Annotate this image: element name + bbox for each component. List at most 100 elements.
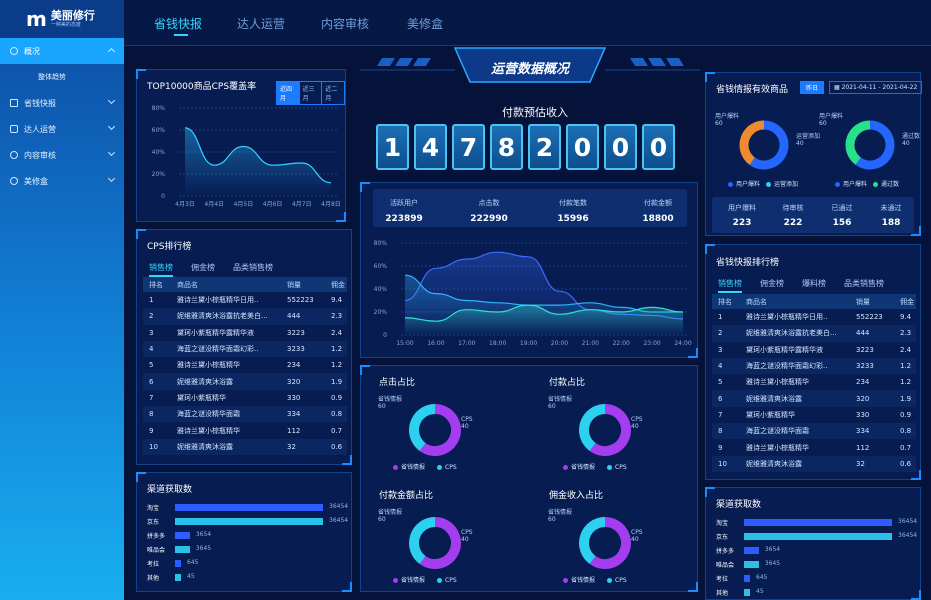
table-cell: 1.2 bbox=[900, 378, 912, 387]
table-cell: 海蓝之谜没精华面霜 bbox=[740, 423, 850, 440]
chevron-down-icon bbox=[107, 174, 116, 183]
table-row[interactable]: 3 黛珂小紫瓶精华露精华液 3223 2.4 bbox=[712, 342, 916, 358]
share-donut bbox=[579, 404, 631, 456]
table-cell: 妮维雅清爽沐浴露 bbox=[740, 390, 850, 407]
tab-sales[interactable]: 销售榜 bbox=[149, 262, 173, 277]
table-cell: 8 bbox=[712, 423, 740, 440]
bar-label: 拼多多 bbox=[716, 548, 735, 555]
stat-active-users: 活跃用户 223899 bbox=[385, 199, 423, 224]
table-cell: 10 bbox=[143, 438, 171, 455]
bar-label: 其他 bbox=[147, 575, 160, 582]
table-cell: 234 bbox=[856, 378, 870, 387]
tab-category[interactable]: 品类销售榜 bbox=[233, 263, 273, 272]
income-digit: 2 bbox=[528, 124, 561, 170]
range-2m[interactable]: 近二月 bbox=[321, 82, 344, 104]
share-title: 点击占比 bbox=[379, 378, 416, 388]
x-tick: 23:00 bbox=[643, 340, 660, 347]
table-cell: 1.2 bbox=[331, 361, 343, 370]
table-row[interactable]: 10 妮维雅清爽沐浴露 32 0.6 bbox=[712, 455, 916, 472]
bar-value: 45 bbox=[187, 573, 195, 580]
tab-savings[interactable]: 省钱快报 bbox=[154, 17, 203, 36]
bar bbox=[175, 560, 181, 567]
table-row[interactable]: 7 黛珂小紫瓶精华 330 0.9 bbox=[712, 407, 916, 423]
bar bbox=[175, 574, 181, 581]
sidebar-item-box[interactable]: 美修盒 bbox=[0, 168, 124, 194]
table-row[interactable]: 10 妮维雅清爽沐浴露 32 0.6 bbox=[143, 438, 347, 455]
logo[interactable]: m 美丽修行 一种美的态度 bbox=[0, 0, 124, 38]
stat-passed: 已通过 156 bbox=[831, 204, 853, 228]
table-row[interactable]: 6 妮维雅清爽沐浴露 320 1.9 bbox=[712, 390, 916, 407]
table-row[interactable]: 3 黛珂小紫瓶精华露精华液 3223 2.4 bbox=[143, 325, 347, 341]
table-cell: 妮维雅清爽沐浴露抗老美白... bbox=[740, 325, 850, 342]
tab-report[interactable]: 爆料榜 bbox=[802, 279, 826, 288]
tab-review[interactable]: 内容审核 bbox=[321, 17, 370, 31]
table-cell: 妮维雅清爽沐浴露 bbox=[740, 455, 850, 472]
table-cell: 1 bbox=[149, 296, 154, 305]
tab-commission[interactable]: 佣金榜 bbox=[760, 279, 784, 288]
table-row[interactable]: 1 雅诗兰黛小棕瓶精华日用.. 552223 9.4 bbox=[143, 292, 347, 308]
table-row[interactable]: 6 妮维雅清爽沐浴露 320 1.9 bbox=[143, 373, 347, 390]
donut-slice bbox=[419, 517, 461, 569]
table-row[interactable]: 5 雅诗兰黛小棕瓶精华 234 1.2 bbox=[712, 374, 916, 390]
table-cell: 海蓝之谜没精华面霜幻彩.. bbox=[171, 340, 281, 358]
income-digit: 8 bbox=[490, 124, 523, 170]
col-name: 商品名 bbox=[740, 294, 850, 309]
table-cell: 雅诗兰黛小棕瓶精华日用.. bbox=[177, 296, 259, 305]
area-fill bbox=[185, 127, 331, 196]
tab-category[interactable]: 品类销售榜 bbox=[844, 279, 884, 288]
table-row[interactable]: 9 雅诗兰黛小棕瓶精华 112 0.7 bbox=[143, 422, 347, 438]
table-cell: 1.2 bbox=[894, 357, 916, 375]
tab-sales[interactable]: 销售榜 bbox=[718, 278, 742, 293]
table-row[interactable]: 2 妮维雅清爽沐浴露抗老美白... 444 2.3 bbox=[143, 308, 347, 325]
table-row[interactable]: 4 海蓝之谜没精华面霜幻彩.. 3233 1.2 bbox=[143, 340, 347, 358]
y-tick: 40% bbox=[152, 149, 166, 156]
table-row[interactable]: 2 妮维雅清爽沐浴露抗老美白... 444 2.3 bbox=[712, 325, 916, 342]
table-row[interactable]: 1 雅诗兰黛小棕瓶精华日用.. 552223 9.4 bbox=[712, 309, 916, 325]
table-row[interactable]: 4 海蓝之谜没精华面霜幻彩.. 3233 1.2 bbox=[712, 357, 916, 375]
x-tick: 20:00 bbox=[551, 340, 568, 347]
sidebar-item-influencer[interactable]: 达人运营 bbox=[0, 116, 124, 142]
yesterday-button[interactable]: 昨日 bbox=[800, 81, 825, 94]
sidebar-item-overview[interactable]: 概况 bbox=[0, 38, 124, 64]
table-row[interactable]: 7 黛珂小紫瓶精华 330 0.9 bbox=[143, 390, 347, 406]
bar-label: 京东 bbox=[716, 534, 729, 541]
bar-label: 其他 bbox=[716, 590, 729, 597]
bar bbox=[744, 589, 750, 596]
bar-value: 45 bbox=[756, 588, 764, 595]
sidebar-item-savings[interactable]: 省钱快报 bbox=[0, 90, 124, 116]
donut-label-b: CPS 40 bbox=[461, 416, 473, 431]
range-selector: 近四月 近三月 近二月 bbox=[276, 81, 345, 105]
table-row[interactable]: 8 海蓝之谜没精华面霜 334 0.8 bbox=[712, 423, 916, 440]
stat-amount: 付款金额 18800 bbox=[642, 199, 674, 224]
table-cell: 2.3 bbox=[894, 325, 916, 342]
logo-mark: m bbox=[26, 7, 47, 31]
y-tick: 0 bbox=[383, 332, 387, 339]
bar bbox=[175, 532, 190, 539]
coverage-title: TOP10000商品CPS覆盖率 bbox=[147, 82, 257, 92]
income-title: 付款预估收入 bbox=[502, 106, 568, 119]
table-row[interactable]: 5 雅诗兰黛小棕瓶精华 234 1.2 bbox=[143, 357, 347, 373]
sidebar-item-review[interactable]: 内容审核 bbox=[0, 142, 124, 168]
table-cell: 6 bbox=[712, 390, 740, 407]
bar-value: 645 bbox=[187, 559, 199, 566]
range-4m[interactable]: 近四月 bbox=[277, 82, 299, 104]
tab-influencer[interactable]: 达人运营 bbox=[237, 17, 286, 31]
stat-clicks: 点击数 222990 bbox=[470, 199, 508, 224]
table-cell: 32 bbox=[850, 455, 894, 472]
coverage-panel: TOP10000商品CPS覆盖率 近四月 近三月 近二月 80% 60% 40% 20… bbox=[136, 69, 346, 222]
table-cell: 0.9 bbox=[331, 393, 343, 402]
range-3m[interactable]: 近三月 bbox=[298, 82, 322, 104]
tab-box[interactable]: 美修盒 bbox=[407, 17, 444, 31]
table-row[interactable]: 8 海蓝之谜没精华面霜 334 0.8 bbox=[143, 406, 347, 423]
x-tick: 4月7日 bbox=[292, 201, 312, 208]
bar-value: 36454 bbox=[329, 517, 349, 524]
x-tick: 17:00 bbox=[458, 340, 475, 347]
date-range-picker[interactable]: ▦ 2021-04-11 - 2021-04-22 bbox=[829, 81, 923, 94]
table-cell: 112 bbox=[287, 426, 301, 435]
donut-label-a: 省钱情报 60 bbox=[378, 396, 403, 411]
sidebar-item-trend[interactable]: 整体趋势 bbox=[38, 73, 66, 81]
bar-label: 拼多多 bbox=[147, 533, 166, 540]
bar-label: 淘宝 bbox=[147, 505, 160, 512]
tab-commission[interactable]: 佣金榜 bbox=[191, 263, 215, 272]
table-row[interactable]: 9 雅诗兰黛小棕瓶精华 112 0.7 bbox=[712, 439, 916, 455]
